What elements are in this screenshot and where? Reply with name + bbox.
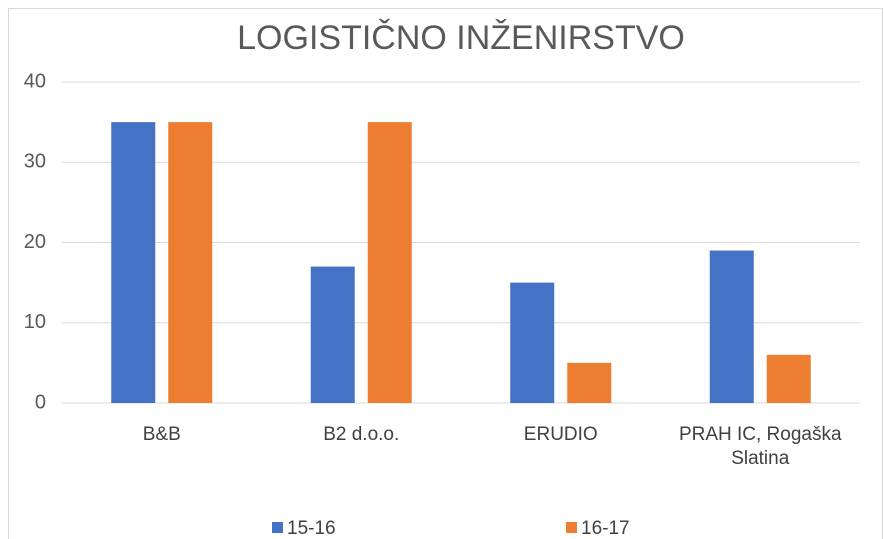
y-tick-label: 20 [24,231,46,253]
bar [709,250,754,403]
legend-label: 16-17 [581,518,630,539]
x-tick-label: B2 d.o.o. [323,424,400,445]
x-tick-label-box: PRAH IC, Rogaška Slatina [678,424,842,469]
legend-swatch [566,522,577,533]
y-tick-label: 10 [24,311,46,333]
bar [111,122,156,403]
x-tick-label-box: B&B [142,424,181,445]
y-tick-label: 0 [35,391,46,413]
legend-label: 15-16 [287,518,336,539]
y-tick-label: 40 [24,70,46,92]
x-tick-label: ERUDIO [523,424,598,445]
y-tick-label: 30 [24,151,46,173]
bar [367,122,412,403]
x-tick-label: B&B [142,424,181,445]
x-tick-label: PRAH IC, Rogaška Slatina [678,424,842,469]
legend-swatch [272,522,283,533]
x-tick-label-box: B2 d.o.o. [323,424,400,445]
bar [510,282,555,403]
bar [766,354,811,403]
chart-title: LOGISTIČNO INŽENIRSTVO [237,19,685,57]
bar [310,266,355,403]
bar [168,122,213,403]
bar [567,362,612,403]
x-tick-label-box: ERUDIO [523,424,598,445]
